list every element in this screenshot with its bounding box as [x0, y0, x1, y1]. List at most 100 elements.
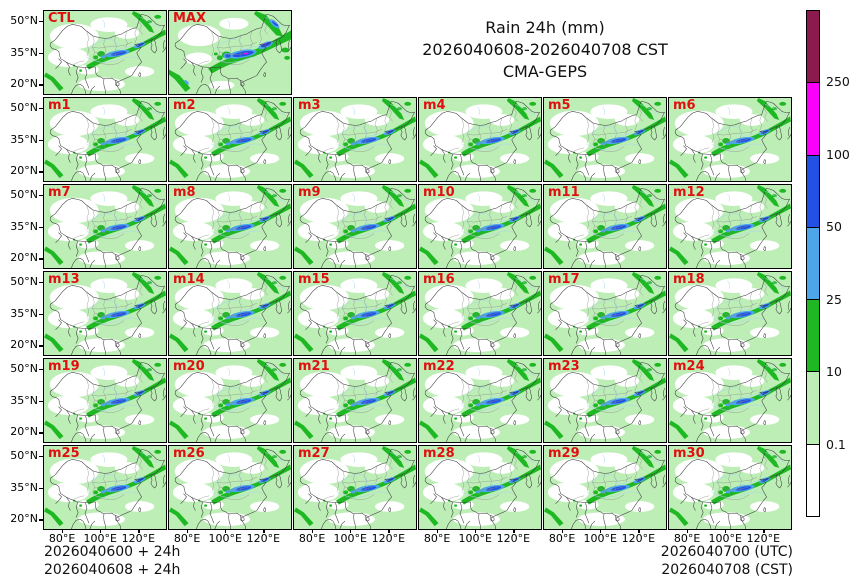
- panel-label: m27: [298, 446, 330, 461]
- lat-tick-label: 50°N: [10, 187, 38, 201]
- panel-label: m28: [423, 446, 455, 461]
- lon-tick-label: 100°E: [83, 532, 117, 545]
- panel-label: m3: [298, 98, 321, 113]
- lon-tick-mark: [312, 529, 314, 533]
- lat-tick-label: 20°N: [10, 77, 38, 91]
- lat-tick-label: 35°N: [10, 45, 38, 59]
- panel-label: m12: [673, 185, 705, 200]
- lon-tick-mark: [513, 529, 515, 533]
- panel-label: m26: [173, 446, 205, 461]
- lon-tick-label: 120°E: [121, 532, 156, 545]
- colorbar-level-label: 50: [826, 219, 842, 235]
- map-panel-m27: m27: [293, 445, 417, 530]
- map-panel-m10: m10: [418, 184, 542, 269]
- map-panel-m4: m4: [418, 97, 542, 182]
- map-panel-m14: m14: [168, 271, 292, 356]
- panel-label: m23: [548, 359, 580, 374]
- lat-tick-mark: [39, 171, 43, 173]
- lon-tick-label: 80°E: [48, 532, 76, 545]
- colorbar-level-label: 100: [826, 146, 850, 162]
- lon-tick-mark: [187, 529, 189, 533]
- map-panel-m28: m28: [418, 445, 542, 530]
- colorbar-segment: [807, 299, 819, 372]
- lat-tick-mark: [39, 455, 43, 457]
- map-panel-MAX: MAX: [168, 10, 292, 95]
- lat-tick-label: 20°N: [10, 251, 38, 265]
- panel-label: m4: [423, 98, 446, 113]
- lon-tick-label: 80°E: [548, 532, 576, 545]
- init-cst: 2026040608 + 24h: [44, 562, 181, 578]
- lat-tick-mark: [39, 519, 43, 521]
- map-panel-m20: m20: [168, 358, 292, 443]
- lon-tick-label: 80°E: [673, 532, 701, 545]
- map-panel-m17: m17: [543, 271, 667, 356]
- colorbar: [806, 10, 820, 517]
- lat-tick-label: 20°N: [10, 425, 38, 439]
- map-panel-m30: m30: [668, 445, 792, 530]
- lon-tick-mark: [600, 529, 602, 533]
- map-panel-m5: m5: [543, 97, 667, 182]
- panel-label: m6: [673, 98, 696, 113]
- lon-tick-mark: [138, 529, 140, 533]
- lon-tick-mark: [475, 529, 477, 533]
- lat-tick-mark: [39, 345, 43, 347]
- map-panel-m25: m25: [43, 445, 167, 530]
- panel-label: m1: [48, 98, 71, 113]
- panel-label: m16: [423, 272, 455, 287]
- lat-tick-mark: [39, 194, 43, 196]
- figure-title: Rain 24h (mm) 2026040608-2026040708 CST …: [295, 17, 795, 83]
- lon-tick-mark: [350, 529, 352, 533]
- footer-init-times: 2026040600 + 24h 2026040608 + 24h: [44, 543, 180, 579]
- lon-tick-mark: [687, 529, 689, 533]
- panel-label: m9: [298, 185, 321, 200]
- lat-tick-label: 20°N: [10, 512, 38, 526]
- lat-tick-label: 50°N: [10, 13, 38, 27]
- panel-label: m8: [173, 185, 196, 200]
- valid-utc: 2026040700 (UTC): [660, 544, 793, 560]
- lon-tick-label: 100°E: [458, 532, 492, 545]
- map-panel-CTL: CTL: [43, 10, 167, 95]
- panel-label: m2: [173, 98, 196, 113]
- lon-tick-label: 80°E: [423, 532, 451, 545]
- map-panel-m2: m2: [168, 97, 292, 182]
- title-line-model: CMA-GEPS: [502, 62, 588, 81]
- lon-tick-label: 120°E: [246, 532, 281, 545]
- lon-tick-label: 80°E: [298, 532, 326, 545]
- colorbar-segment: [807, 443, 819, 516]
- map-panel-m3: m3: [293, 97, 417, 182]
- map-panel-m7: m7: [43, 184, 167, 269]
- lat-tick-mark: [39, 258, 43, 260]
- map-panel-m29: m29: [543, 445, 667, 530]
- init-utc: 2026040600 + 24h: [44, 544, 181, 560]
- lon-tick-mark: [225, 529, 227, 533]
- map-panel-m18: m18: [668, 271, 792, 356]
- lat-tick-mark: [39, 368, 43, 370]
- map-panel-m13: m13: [43, 271, 167, 356]
- panel-label: m7: [48, 185, 71, 200]
- lon-tick-label: 100°E: [708, 532, 742, 545]
- panel-label: m18: [673, 272, 705, 287]
- lat-tick-mark: [39, 84, 43, 86]
- colorbar-segment: [807, 11, 819, 83]
- lat-tick-mark: [39, 487, 43, 489]
- colorbar-level-label: 0.1: [826, 436, 846, 452]
- lat-tick-label: 35°N: [10, 480, 38, 494]
- lon-tick-mark: [100, 529, 102, 533]
- panel-label: m21: [298, 359, 330, 374]
- map-panel-m6: m6: [668, 97, 792, 182]
- map-panel-m22: m22: [418, 358, 542, 443]
- panel-label: m5: [548, 98, 571, 113]
- panel-label: m11: [548, 185, 580, 200]
- lat-tick-label: 35°N: [10, 219, 38, 233]
- map-panel-m1: m1: [43, 97, 167, 182]
- title-line-period: 2026040608-2026040708 CST: [422, 40, 668, 59]
- lat-tick-mark: [39, 20, 43, 22]
- panel-label: m30: [673, 446, 705, 461]
- panel-label: m29: [548, 446, 580, 461]
- lon-tick-mark: [725, 529, 727, 533]
- lat-tick-mark: [39, 107, 43, 109]
- panel-label: m17: [548, 272, 580, 287]
- lat-tick-label: 35°N: [10, 132, 38, 146]
- lon-tick-mark: [263, 529, 265, 533]
- map-panel-m15: m15: [293, 271, 417, 356]
